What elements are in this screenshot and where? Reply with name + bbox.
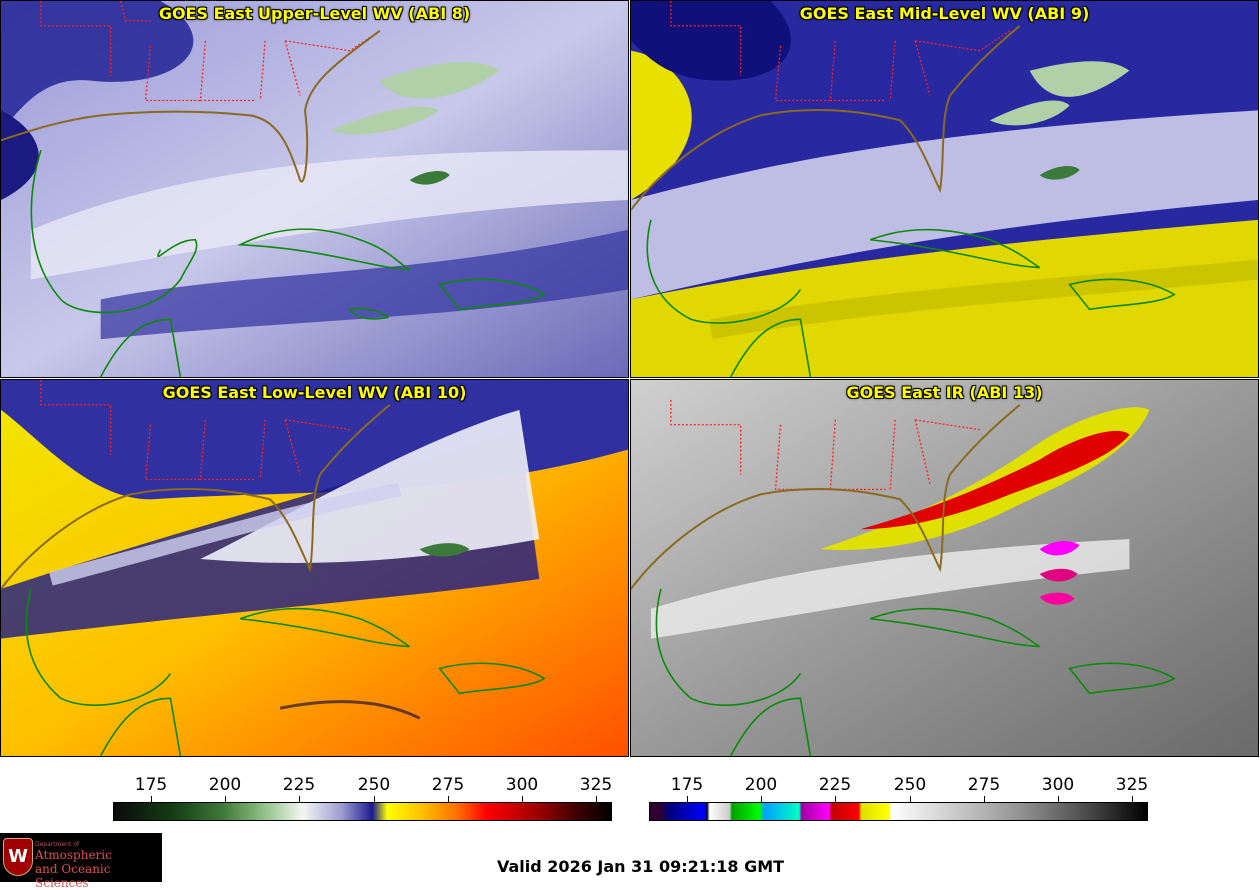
wv-tick-label: 275 (431, 775, 465, 795)
low-level-wv-panel: GOES East Low-Level WV (ABI 10) (0, 379, 629, 757)
panel-title: GOES East Upper-Level WV (ABI 8) (158, 4, 471, 23)
wv-tick-label: 200 (208, 775, 242, 795)
logo-line2: and Oceanic Sciences (35, 862, 111, 890)
mid-level-wv-image (631, 1, 1258, 377)
uw-seal-icon: W (3, 838, 33, 876)
panel-title: GOES East Low-Level WV (ABI 10) (162, 383, 467, 402)
wv-color-scale (113, 802, 612, 821)
upper-level-wv-image (1, 1, 628, 377)
wv-tick-label: 325 (579, 775, 613, 795)
wv-tick-label: 175 (134, 775, 168, 795)
wv-tick-label: 250 (357, 775, 391, 795)
valid-time: Valid 2026 Jan 31 09:21:18 GMT (497, 857, 785, 876)
ir-tick-label: 300 (1041, 775, 1075, 795)
panel-title: GOES East IR (ABI 13) (846, 383, 1043, 402)
ir-color-scale (649, 802, 1148, 821)
wv-tick-label: 300 (505, 775, 539, 795)
logo-line1: Atmospheric (35, 848, 112, 862)
aos-logo: W Department of Atmospheric and Oceanic … (0, 833, 162, 890)
ir-colorbar: 175 200 225 250 275 300 325 (649, 775, 1149, 825)
wv-tick-label: 225 (282, 775, 316, 795)
ir-panel: GOES East IR (ABI 13) (630, 379, 1259, 757)
low-level-wv-image (1, 380, 628, 756)
ir-tick-label: 325 (1115, 775, 1149, 795)
mid-level-wv-panel: GOES East Mid-Level WV (ABI 9) (630, 0, 1259, 378)
ir-image (631, 380, 1258, 756)
ir-tick-label: 250 (893, 775, 927, 795)
ir-tick-label: 275 (967, 775, 1001, 795)
logo-dept-text: Department of (35, 841, 79, 848)
ir-tick-label: 200 (744, 775, 778, 795)
upper-level-wv-panel: GOES East Upper-Level WV (ABI 8) (0, 0, 629, 378)
panel-title: GOES East Mid-Level WV (ABI 9) (799, 4, 1090, 23)
wv-colorbar: 175 200 225 250 275 300 325 (113, 775, 613, 825)
ir-tick-label: 175 (670, 775, 704, 795)
ir-tick-label: 225 (818, 775, 852, 795)
